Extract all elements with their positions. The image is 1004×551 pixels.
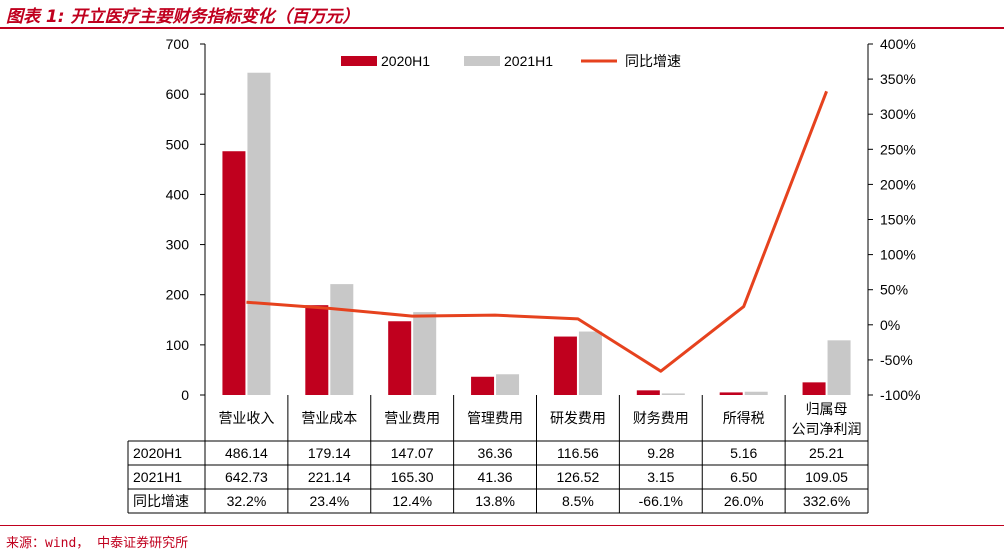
table-cell: 3.15 — [647, 469, 674, 485]
x-category-label: 研发费用 — [550, 410, 606, 426]
table-row-label: 2020H1 — [133, 445, 182, 461]
source-note: 来源：wind， 中泰证券研究所 — [6, 536, 189, 551]
x-category-label: 所得税 — [723, 410, 765, 426]
table-cell: 332.6% — [803, 493, 850, 509]
y2-tick-label: 300% — [880, 106, 916, 122]
bar-2020h1 — [305, 305, 329, 395]
legend-label-2021h1: 2021H1 — [504, 53, 553, 69]
y2-tick-label: -100% — [880, 387, 920, 403]
bar-2021h1 — [578, 331, 602, 395]
x-category-label: 营业费用 — [384, 410, 440, 426]
table-cell: 116.56 — [557, 445, 599, 461]
y-tick-label: 600 — [166, 86, 190, 102]
bar-2021h1 — [413, 312, 437, 395]
table-row-label: 2021H1 — [133, 469, 182, 485]
table-cell: 126.52 — [557, 469, 600, 485]
y2-tick-label: 50% — [880, 282, 908, 298]
x-category-label: 管理费用 — [467, 410, 523, 426]
bar-2021h1 — [496, 374, 520, 395]
title-rule — [0, 27, 1004, 29]
bar-2020h1 — [471, 376, 495, 395]
table-cell: 179.14 — [308, 445, 351, 461]
bar-2021h1 — [247, 72, 271, 396]
y-tick-label: 500 — [166, 136, 190, 152]
table-cell: 5.16 — [730, 445, 757, 461]
table-cell: 32.2% — [227, 493, 267, 509]
legend-swatch-2020h1 — [341, 56, 377, 66]
source-rule — [0, 525, 1004, 526]
table-cell: 13.8% — [475, 493, 515, 509]
bar-2020h1 — [222, 151, 246, 395]
y-tick-label: 0 — [181, 387, 189, 403]
legend-label-2020h1: 2020H1 — [381, 53, 430, 69]
x-category-label: 营业收入 — [218, 410, 274, 426]
table-cell: 25.21 — [809, 445, 844, 461]
y-tick-label: 100 — [166, 337, 190, 353]
y-tick-label: 300 — [166, 237, 190, 253]
y-tick-label: 700 — [166, 36, 190, 52]
legend-swatch-2021h1 — [464, 56, 500, 66]
bar-2021h1 — [827, 340, 851, 395]
table-cell: 9.28 — [647, 445, 674, 461]
table-cell: 221.14 — [308, 469, 351, 485]
bar-2020h1 — [636, 390, 660, 395]
bar-2020h1 — [802, 382, 826, 395]
table-cell: 109.05 — [805, 469, 848, 485]
y-tick-label: 200 — [166, 287, 190, 303]
table-cell: 8.5% — [562, 493, 594, 509]
table-cell: 23.4% — [309, 493, 349, 509]
table-cell: 6.50 — [730, 469, 757, 485]
table-cell: 26.0% — [724, 493, 764, 509]
table-row-label: 同比增速 — [133, 493, 189, 509]
bar-2020h1 — [553, 336, 577, 395]
bar-2021h1 — [661, 393, 685, 395]
y2-tick-label: 400% — [880, 36, 916, 52]
y2-tick-label: 250% — [880, 141, 916, 157]
y-tick-label: 400 — [166, 186, 190, 202]
bar-2020h1 — [719, 392, 743, 395]
legend-label-growth: 同比增速 — [625, 53, 681, 69]
x-category-label: 公司净利润 — [792, 421, 862, 437]
y2-tick-label: 0% — [880, 317, 900, 333]
table-cell: 12.4% — [392, 493, 432, 509]
y2-tick-label: 200% — [880, 176, 916, 192]
table-cell: 41.36 — [478, 469, 513, 485]
y2-tick-label: 150% — [880, 212, 916, 228]
bar-2021h1 — [330, 284, 354, 395]
table-cell: 642.73 — [225, 469, 268, 485]
table-cell: 147.07 — [391, 445, 434, 461]
bar-2021h1 — [744, 391, 768, 395]
x-category-label: 归属母 — [806, 401, 848, 417]
x-category-label: 财务费用 — [633, 410, 689, 426]
figure-title: 图表 1: 开立医疗主要财务指标变化（百万元） — [6, 7, 360, 27]
bar-2020h1 — [388, 321, 412, 395]
y2-tick-label: 100% — [880, 247, 916, 263]
chart: 0 100 200 300 400 500 600 700 -100% -50% 0% 50% 100%… — [127, 36, 920, 514]
x-category-label: 营业成本 — [301, 410, 357, 426]
growth-rate-line — [246, 90, 828, 373]
table-cell: 165.30 — [391, 469, 434, 485]
y2-tick-label: 350% — [880, 71, 916, 87]
table-cell: -66.1% — [639, 493, 683, 509]
table-cell: 36.36 — [478, 445, 513, 461]
y2-tick-label: -50% — [880, 352, 913, 368]
table-cell: 486.14 — [225, 445, 268, 461]
